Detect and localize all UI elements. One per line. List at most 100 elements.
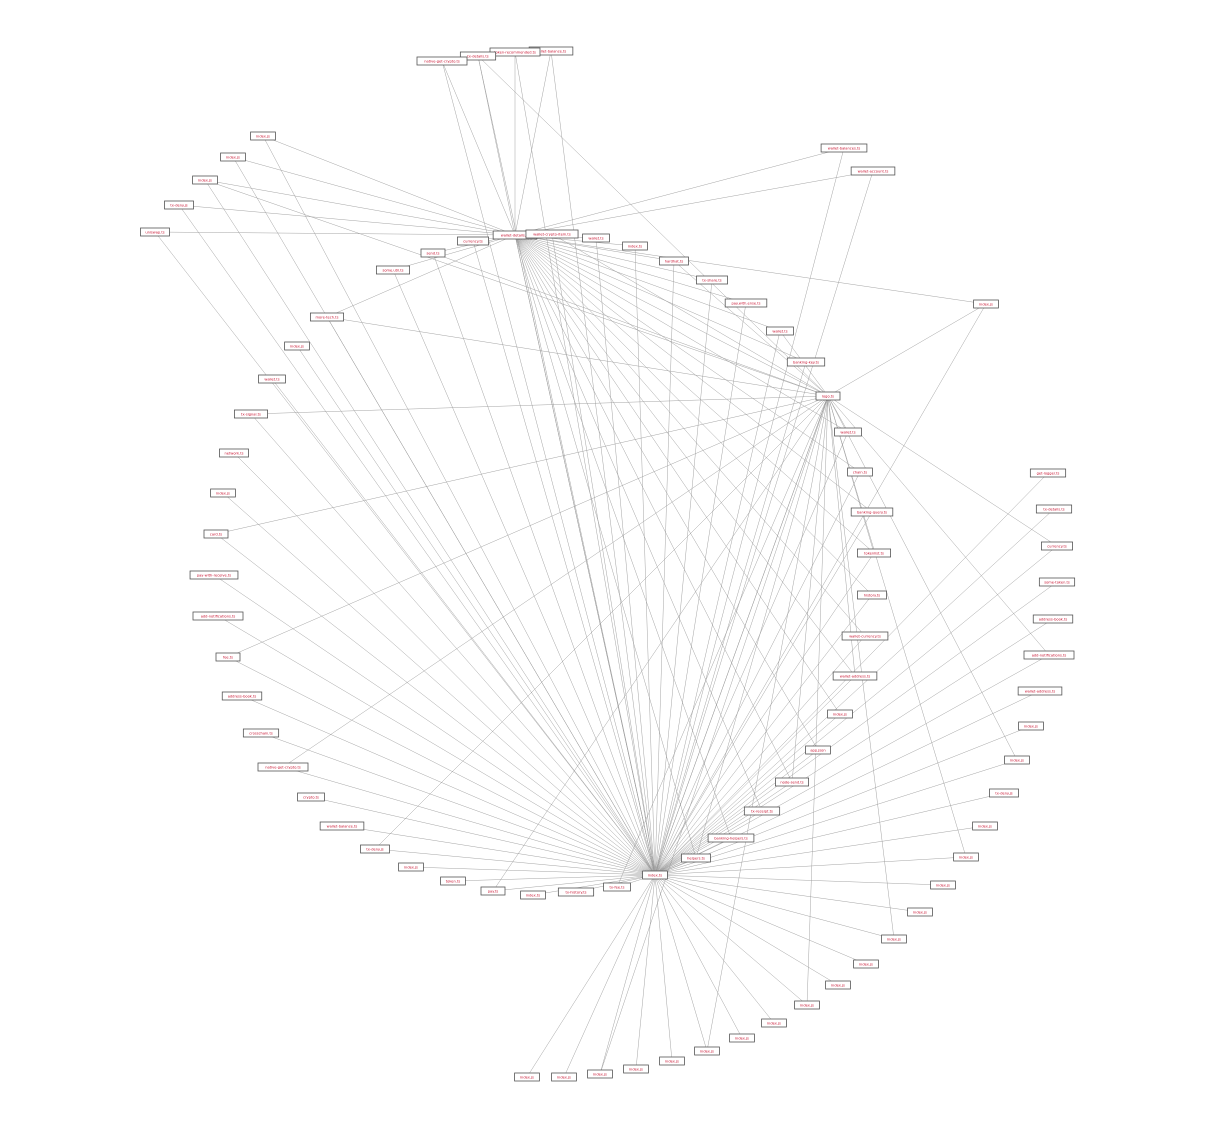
graph-node[interactable]: history.ts [857,590,887,600]
graph-node[interactable]: index.js [551,1072,577,1082]
graph-node[interactable]: some-token.ts [1038,577,1076,587]
graph-node[interactable]: pay-with-receive.ts [189,570,239,580]
graph-node[interactable]: wallet.ts [582,233,610,243]
graph-node[interactable]: native-get-crypto.ts [416,56,468,66]
graph-node[interactable]: pay.with.ense.ts [724,298,768,308]
graph-node[interactable]: index.js [729,1033,755,1043]
graph-node[interactable]: native-get-crypto.ts [257,762,309,772]
graph-node[interactable]: address-book.ts [1032,614,1074,624]
graph-node[interactable]: address-book.ts [221,691,263,701]
graph-node[interactable]: uniswap.ts [140,227,170,237]
graph-node[interactable]: index.js [827,709,853,719]
node-label: send.ts [426,251,439,255]
graph-node[interactable]: tx-details.ts [459,51,497,61]
graph-node[interactable]: tx-share.ts [696,275,728,285]
graph-node[interactable]: wallet-balances.ts [820,143,868,153]
graph-node[interactable]: more-tech.ts [309,312,344,322]
graph-node[interactable]: index.js [623,1064,649,1074]
graph-node[interactable]: currency.ts [1041,541,1073,551]
dependency-edge [654,874,708,1052]
dependency-edge [514,234,866,637]
graph-node[interactable]: tx-history.ts [557,887,595,897]
graph-node[interactable]: banking-helpers.ts [707,833,755,843]
graph-node[interactable]: pay.ts [480,886,506,896]
graph-node[interactable]: index.ts [622,241,648,251]
graph-node[interactable]: wallet-balance.ts [319,821,365,831]
node-box [525,229,579,239]
node-label: index.js [290,344,304,348]
graph-node[interactable]: index.js [761,1018,787,1028]
node-box [192,175,218,185]
graph-node[interactable]: network.ts [219,448,249,458]
graph-node[interactable]: send.ts [420,248,446,258]
node-label: pay.ts [488,889,499,893]
graph-node[interactable]: tokenlist.ts [857,548,892,558]
node-box [284,341,310,351]
graph-node[interactable]: token.ts [440,876,466,886]
graph-node[interactable]: banking-key.ts [786,357,826,367]
graph-node[interactable]: wallet.ts [258,374,286,384]
dependency-edge [204,179,656,876]
graph-node[interactable]: hardhat.ts [659,256,689,266]
graph-node[interactable]: index.js [853,959,879,969]
graph-node[interactable]: index.js [220,152,246,162]
graph-node[interactable]: tx-deny.js [164,200,194,210]
graph-node[interactable]: index.js [1018,721,1044,731]
graph-node[interactable]: index.js [881,934,907,944]
graph-node[interactable]: helpers.ts [681,853,711,863]
graph-node[interactable]: index.js [694,1046,720,1056]
node-label: tx-deny.js [170,203,187,207]
graph-node[interactable]: index.js [972,821,998,831]
graph-node[interactable]: index.js [973,299,999,309]
graph-node[interactable]: crosschain.ts [242,728,280,738]
graph-node[interactable]: index.ts [642,870,668,880]
graph-node[interactable]: logo.ts [815,391,841,401]
graph-node[interactable]: index.js [398,862,424,872]
graph-node[interactable]: add-notifications.ts [192,611,244,621]
graph-node[interactable]: chain.ts [847,467,873,477]
graph-node[interactable]: node-send.ts [775,777,810,787]
graph-node[interactable]: tx-signal.ts [233,409,268,419]
graph-node[interactable]: tx-deny.js [989,788,1019,798]
graph-node[interactable]: wallet-currency.ts [841,631,889,641]
graph-node[interactable]: index.js [930,880,956,890]
graph-node[interactable]: index.js [284,341,310,351]
graph-node[interactable]: wallet-account.ts [850,166,896,176]
graph-node[interactable]: index.js [250,131,276,141]
graph-node[interactable]: index.ts [520,890,546,900]
graph-node[interactable]: tx-fee.ts [603,882,631,892]
graph-node[interactable]: tx-deny.js [360,844,390,854]
graph-node[interactable]: index.js [794,1000,820,1010]
graph-node[interactable]: add-notifications.ts [1023,650,1075,660]
graph-node[interactable]: tx-details.ts [1035,504,1073,514]
graph-node[interactable]: index.js [210,488,236,498]
graph-node[interactable]: index.js [192,175,218,185]
graph-node[interactable]: index.js [953,852,979,862]
graph-node[interactable]: wallet-address.ts [832,671,878,681]
graph-node[interactable]: banking-query.ts [850,507,894,517]
node-box [1018,721,1044,731]
dependency-edge [217,615,656,876]
graph-node[interactable]: app.json [805,745,831,755]
node-label: index.js [665,1059,679,1063]
graph-node[interactable]: wallet-crypto-item.ts [525,229,579,239]
node-box [1032,614,1074,624]
graph-node[interactable]: index.js [907,907,933,917]
graph-node[interactable]: index.js [514,1072,540,1082]
graph-node[interactable]: some.util.ts [375,265,410,275]
graph-node[interactable]: get-logger.ts [1029,468,1067,478]
graph-node[interactable]: token-recommended.ts [489,47,541,57]
graph-node[interactable]: wallet.ts [834,427,862,437]
graph-node[interactable]: fee.ts [215,652,241,662]
graph-node[interactable]: index.js [659,1056,685,1066]
graph-node[interactable]: wallet.ts [766,326,794,336]
graph-node[interactable]: tx-receipt.ts [743,806,781,816]
node-box [459,51,497,61]
graph-node[interactable]: wallet-address.ts [1017,686,1063,696]
graph-node[interactable]: index.js [587,1069,613,1079]
graph-node[interactable]: crypto.ts [297,792,325,802]
graph-node[interactable]: card.ts [203,529,229,539]
graph-node[interactable]: currency.ts [457,236,489,246]
graph-node[interactable]: index.js [1004,755,1030,765]
graph-node[interactable]: index.js [825,980,851,990]
